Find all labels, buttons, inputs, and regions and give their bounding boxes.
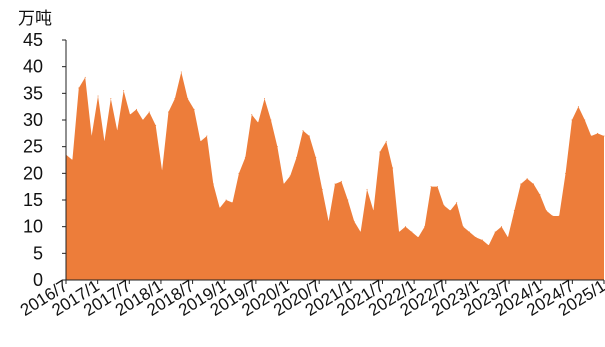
data-point <box>110 98 112 100</box>
data-point <box>142 119 144 121</box>
data-point <box>225 199 227 201</box>
data-point <box>129 114 131 116</box>
y-tick-label: 40 <box>23 57 43 77</box>
data-point <box>78 87 80 89</box>
data-point <box>315 156 317 158</box>
data-point <box>174 98 176 100</box>
data-point <box>462 226 464 228</box>
data-point <box>520 183 522 185</box>
data-point <box>398 231 400 233</box>
data-point <box>116 130 118 132</box>
data-point <box>353 220 355 222</box>
data-point <box>123 90 125 92</box>
data-point <box>187 98 189 100</box>
data-point <box>340 180 342 182</box>
data-point <box>513 210 515 212</box>
data-point <box>372 210 374 212</box>
data-point <box>565 172 567 174</box>
data-point <box>321 188 323 190</box>
data-point <box>590 135 592 137</box>
data-point <box>302 130 304 132</box>
data-point <box>135 108 137 110</box>
data-point <box>436 186 438 188</box>
y-tick-label: 45 <box>23 30 43 50</box>
data-point <box>347 199 349 201</box>
data-point <box>507 236 509 238</box>
y-tick-label: 25 <box>23 137 43 157</box>
data-point <box>449 210 451 212</box>
data-point <box>597 132 599 134</box>
data-point <box>200 140 201 142</box>
y-tick-label: 15 <box>23 190 43 210</box>
data-point <box>270 119 272 121</box>
data-point <box>193 108 195 110</box>
data-point <box>219 207 221 209</box>
data-point <box>577 106 579 108</box>
data-point <box>232 202 234 204</box>
data-point <box>328 220 330 222</box>
data-point <box>417 236 419 238</box>
data-point <box>276 146 278 148</box>
y-tick-label: 10 <box>23 217 43 237</box>
data-point <box>385 140 387 142</box>
data-point <box>366 188 368 190</box>
data-point <box>584 119 586 121</box>
y-tick-label: 35 <box>23 83 43 103</box>
data-point <box>526 178 528 180</box>
data-point <box>571 119 573 121</box>
data-point <box>334 183 336 185</box>
y-tick-label: 0 <box>33 270 43 290</box>
data-point <box>161 170 163 172</box>
data-point <box>424 226 426 228</box>
data-point <box>552 215 554 217</box>
y-tick-label: 20 <box>23 163 43 183</box>
data-point <box>475 236 477 238</box>
data-point <box>488 244 490 246</box>
data-point <box>481 239 483 241</box>
data-point <box>533 183 535 185</box>
data-point <box>84 76 86 78</box>
area-series <box>66 72 604 280</box>
data-point <box>71 159 73 161</box>
data-point <box>443 204 445 206</box>
data-point <box>308 135 310 137</box>
y-axis-unit-label: 万吨 <box>18 9 52 29</box>
data-point <box>289 175 291 177</box>
data-point <box>379 151 381 153</box>
data-point <box>360 231 362 233</box>
data-point <box>257 122 259 124</box>
data-point <box>91 135 93 137</box>
data-point <box>148 111 150 113</box>
y-tick-label: 5 <box>33 243 43 263</box>
data-point <box>430 186 432 188</box>
data-point <box>494 231 496 233</box>
data-point <box>456 202 458 204</box>
data-point <box>238 172 240 174</box>
data-point <box>404 226 406 228</box>
data-point <box>167 111 169 113</box>
y-tick-label: 30 <box>23 110 43 130</box>
data-point <box>469 231 470 233</box>
data-point <box>539 194 541 196</box>
data-point <box>244 156 246 158</box>
data-point <box>264 98 266 100</box>
data-point <box>97 95 99 97</box>
data-point <box>212 183 214 185</box>
data-point <box>545 210 547 212</box>
data-point <box>155 124 157 126</box>
data-point <box>392 167 394 169</box>
data-point <box>180 71 182 73</box>
data-point <box>103 140 105 142</box>
data-point <box>501 226 503 228</box>
data-point <box>558 215 560 217</box>
data-point <box>603 135 605 137</box>
data-point <box>411 231 413 233</box>
data-point <box>251 114 253 116</box>
data-point <box>296 156 298 158</box>
data-point <box>283 183 285 185</box>
data-point <box>206 135 208 137</box>
